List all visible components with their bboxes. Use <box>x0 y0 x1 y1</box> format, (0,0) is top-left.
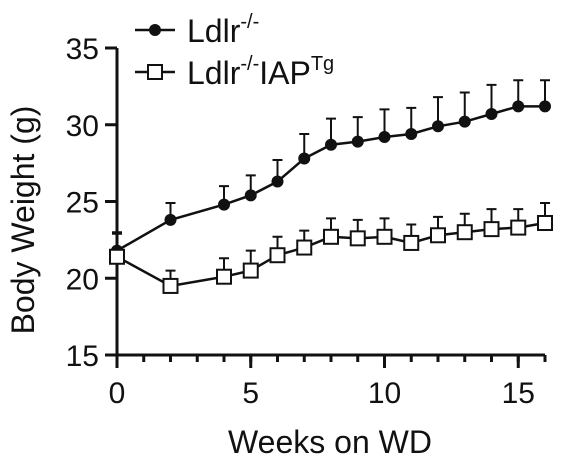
series-1-point-2 <box>216 268 232 285</box>
legend-label-1-suffix: IAP <box>259 55 311 91</box>
legend-marker-1 <box>147 64 163 80</box>
axes <box>115 48 545 357</box>
y-tick-label-4: 35 <box>66 33 99 66</box>
x-axis-title: Weeks on WD <box>228 424 432 460</box>
y-tick-label-3: 30 <box>66 110 99 143</box>
series-0-point-5 <box>298 152 311 165</box>
x-tick-label-1: 5 <box>242 377 259 410</box>
legend-entry-1: Ldlr-/-IAPTg <box>135 53 334 91</box>
series-0-point-9 <box>405 127 418 140</box>
series-1-point-6 <box>323 228 339 245</box>
x-tick-label-0: 0 <box>109 377 126 410</box>
series-1-point-7 <box>349 230 366 247</box>
series-0-point-13 <box>512 100 525 113</box>
legend-marker-0 <box>149 24 161 36</box>
series-1-point-11 <box>456 224 473 241</box>
legend: Ldlr-/- Ldlr-/-IAPTg <box>135 11 334 91</box>
legend-entry-0: Ldlr-/- <box>135 11 259 49</box>
legend-label-1-suffix-sup: Tg <box>311 53 334 75</box>
series-0-point-4 <box>271 175 284 188</box>
series-1-point-14 <box>537 214 553 231</box>
legend-label-0-sup: -/- <box>240 11 259 33</box>
series-1-point-8 <box>376 228 393 245</box>
series-layer <box>109 79 553 294</box>
y-axis-title: Body Weight (g) <box>5 106 41 335</box>
legend-label-1-main: Ldlr <box>187 55 241 91</box>
series-0-point-7 <box>351 135 364 148</box>
legend-label-0: Ldlr-/- <box>187 11 259 49</box>
series-1-point-0 <box>109 248 125 265</box>
series-1-point-5 <box>296 239 313 256</box>
y-tick-label-0: 15 <box>66 340 99 373</box>
series-1-point-13 <box>510 219 527 236</box>
legend-label-0-main: Ldlr <box>187 13 241 49</box>
series-0-point-1 <box>164 213 177 226</box>
series-1-point-1 <box>162 277 179 294</box>
series-0-point-6 <box>325 138 337 151</box>
series-0-point-11 <box>458 115 471 128</box>
series-1-point-12 <box>483 221 500 238</box>
series-0-point-12 <box>485 108 498 121</box>
series-0-point-8 <box>378 131 391 144</box>
x-tick-label-2: 10 <box>368 377 401 410</box>
series-0-point-3 <box>244 189 257 202</box>
series-1-point-3 <box>242 262 259 279</box>
y-tick-label-2: 25 <box>66 187 99 220</box>
x-tick-label-3: 15 <box>502 377 535 410</box>
y-tick-label-1: 20 <box>66 263 99 296</box>
ticks: 15 20 25 30 35 0 5 10 15 <box>66 33 547 410</box>
series-1-point-4 <box>269 247 286 264</box>
series-0-point-14 <box>539 100 551 113</box>
legend-label-1-sup: -/- <box>240 53 259 75</box>
series-0-point-2 <box>218 198 230 211</box>
series-1-point-9 <box>403 234 420 251</box>
series-0-point-10 <box>432 120 444 133</box>
series-1-point-10 <box>430 227 446 244</box>
legend-label-1: Ldlr-/-IAPTg <box>187 53 334 91</box>
series-1 <box>109 202 553 294</box>
